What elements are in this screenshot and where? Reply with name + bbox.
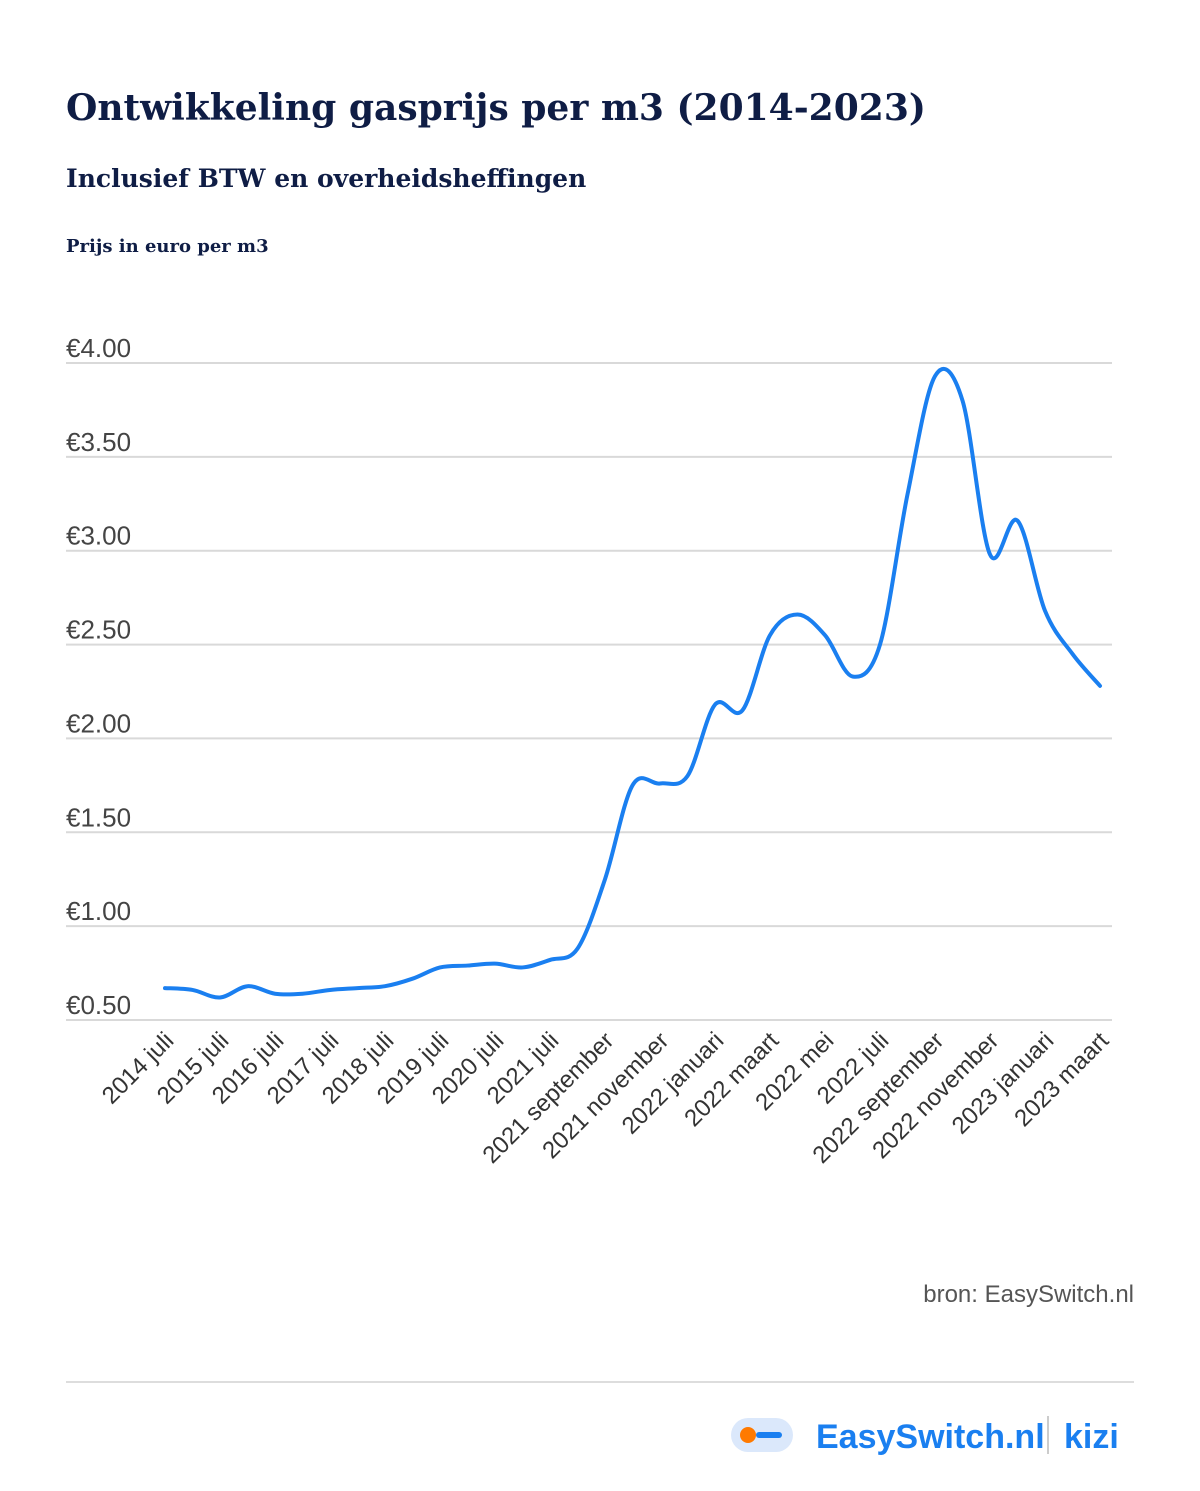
- y-tick-label: €1.00: [66, 896, 131, 926]
- y-tick-label: €0.50: [66, 990, 131, 1020]
- logo-text: EasySwitch.nl: [816, 1418, 1045, 1456]
- logo-bar: [756, 1432, 782, 1438]
- y-axis-label: Prijs in euro per m3: [66, 236, 269, 257]
- partner-logo: kizi: [1064, 1418, 1119, 1456]
- source: bron: EasySwitch.nl: [923, 1281, 1134, 1308]
- y-tick-label: €3.00: [66, 521, 131, 551]
- logo-dot: [740, 1427, 756, 1443]
- chart-title: Ontwikkeling gasprijs per m3 (2014-2023): [66, 87, 926, 129]
- y-tick-label: €4.00: [66, 333, 131, 363]
- y-tick-label: €1.50: [66, 802, 131, 832]
- y-tick-label: €3.50: [66, 427, 131, 457]
- y-tick-label: €2.00: [66, 708, 131, 738]
- y-tick-label: €2.50: [66, 615, 131, 645]
- chart-subtitle: Inclusief BTW en overheidsheffingen: [66, 164, 586, 193]
- line-series: [163, 367, 1102, 1000]
